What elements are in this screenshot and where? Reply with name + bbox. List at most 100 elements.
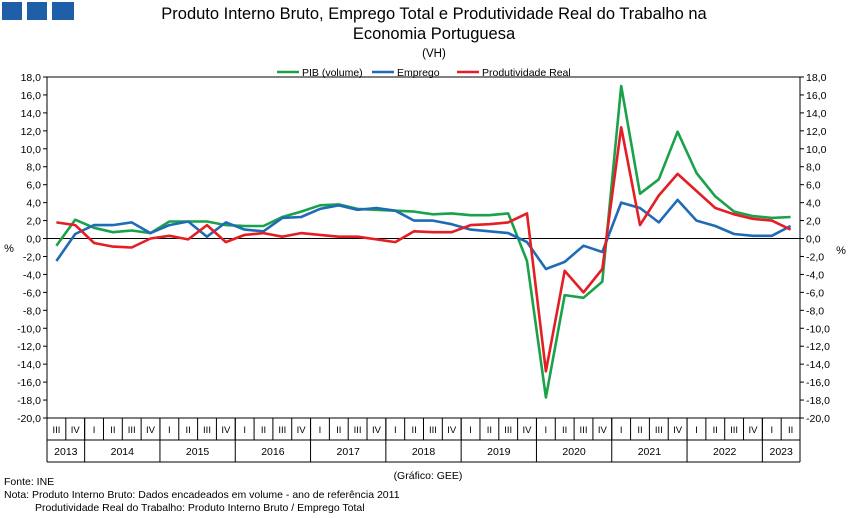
y-tick-label-left: 14,0: [21, 108, 42, 120]
year-label: 2023: [769, 446, 793, 458]
plot-border: [46, 76, 801, 419]
year-label: 2013: [54, 446, 78, 458]
y-tick-label-left: 2,0: [26, 216, 41, 228]
y-tick-label-left: 4,0: [26, 198, 41, 210]
quarter-label: II: [562, 425, 567, 436]
quarter-label: II: [336, 425, 341, 436]
y-tick-label-right: 6,0: [806, 180, 821, 192]
y-axis-label-left: %: [4, 243, 14, 255]
quarter-label: III: [730, 425, 738, 436]
quarter-label: IV: [598, 425, 608, 436]
quarter-label: I: [469, 425, 472, 436]
quarter-label: II: [261, 425, 266, 436]
y-tick-label-left: 10,0: [21, 144, 42, 156]
year-label: 2020: [562, 446, 586, 458]
quarter-label: I: [394, 425, 397, 436]
note-line1: Nota: Produto Interno Bruto: Dados encad…: [4, 489, 400, 501]
quarter-label: IV: [297, 425, 307, 436]
quarter-label: I: [770, 425, 773, 436]
quarter-label: II: [788, 425, 793, 436]
y-tick-label-left: 8,0: [26, 162, 41, 174]
source-text: Fonte: INE: [4, 476, 54, 488]
y-tick-label-right: -12,0: [806, 341, 830, 353]
y-tick-label-left: -18,0: [17, 395, 41, 407]
y-tick-label-right: 18,0: [806, 72, 827, 84]
y-tick-label-right: -6,0: [806, 287, 824, 299]
quarter-label: I: [168, 425, 171, 436]
y-tick-label-right: 16,0: [806, 90, 827, 102]
quarter-label: I: [695, 425, 698, 436]
y-tick-label-right: -18,0: [806, 395, 830, 407]
quarter-label: I: [243, 425, 246, 436]
y-tick-label-left: -20,0: [17, 413, 41, 425]
y-tick-label-right: 8,0: [806, 162, 821, 174]
quarter-label: III: [429, 425, 437, 436]
x-axis: III IV I II III IV I II III IV I II III IV I II III IV I II…: [46, 418, 801, 463]
legend-label-1: Emprego: [397, 67, 440, 79]
credit-text: (Gráfico: GEE): [394, 470, 463, 482]
quarter-label: I: [545, 425, 548, 436]
logo-square-1: [2, 2, 22, 20]
legend-label-0: PIB (volume): [302, 67, 363, 79]
quarter-label: III: [52, 425, 60, 436]
quarter-label: III: [278, 425, 286, 436]
y-tick-label-left: 0,0: [26, 234, 41, 246]
y-tick-label-right: 4,0: [806, 198, 821, 210]
series-line-2: [56, 126, 792, 373]
y-tick-label-left: -2,0: [23, 251, 41, 263]
y-tick-label-right: -4,0: [806, 269, 824, 281]
y-tick-label-left: -6,0: [23, 287, 41, 299]
series-line-1: [55, 198, 792, 271]
year-label: 2014: [111, 446, 135, 458]
quarter-label: II: [713, 425, 718, 436]
y-axis-left: -20,0 -18,0 -16,0 -14,0 -12,0 -10,0 -8,0 -6,0 -4…: [17, 72, 47, 425]
quarter-label: IV: [221, 425, 231, 436]
plot-frame: [46, 76, 801, 419]
y-tick-label-right: 2,0: [806, 216, 821, 228]
y-tick-label-right: -10,0: [806, 323, 830, 335]
quarter-label: I: [93, 425, 96, 436]
gee-logo: [2, 2, 74, 20]
quarter-label: IV: [146, 425, 156, 436]
y-tick-label-left: -16,0: [17, 377, 41, 389]
y-tick-label-right: -20,0: [806, 413, 830, 425]
quarter-label: III: [128, 425, 136, 436]
y-tick-label-right: -14,0: [806, 359, 830, 371]
y-tick-label-right: -8,0: [806, 305, 824, 317]
y-tick-label-right: 10,0: [806, 144, 827, 156]
quarter-label: II: [411, 425, 416, 436]
quarter-label: IV: [523, 425, 533, 436]
logo-square-3: [52, 2, 74, 20]
y-tick-label-left: 18,0: [21, 72, 42, 84]
chart-title-line1: Produto Interno Bruto, Emprego Total e P…: [161, 5, 707, 23]
quarter-label: II: [186, 425, 191, 436]
quarter-label: II: [110, 425, 115, 436]
y-tick-label-left: -10,0: [17, 323, 41, 335]
year-label: 2016: [261, 446, 285, 458]
year-label: 2017: [337, 446, 361, 458]
quarter-label: III: [580, 425, 588, 436]
chart-subtitle: (VH): [422, 48, 446, 60]
year-label: 2015: [186, 446, 210, 458]
chart-title-line2: Economia Portuguesa: [353, 25, 516, 43]
quarter-label: III: [504, 425, 512, 436]
year-label: 2022: [713, 446, 737, 458]
quarter-label: I: [319, 425, 322, 436]
quarter-label: IV: [748, 425, 758, 436]
series-line-0: [55, 84, 791, 399]
legend: PIB (volume) Emprego Produtividade Real: [277, 67, 571, 79]
quarter-label: IV: [447, 425, 457, 436]
y-tick-label-left: -8,0: [23, 305, 41, 317]
year-label: 2021: [638, 446, 662, 458]
quarter-label: IV: [372, 425, 382, 436]
quarter-label: III: [655, 425, 663, 436]
y-axis-right: -20,0 -18,0 -16,0 -14,0 -12,0 -10,0 -8,0 -6,0 -4…: [800, 72, 830, 425]
logo-square-2: [27, 2, 47, 20]
y-tick-label-right: 12,0: [806, 126, 827, 138]
y-axis-label-right: %: [836, 245, 846, 257]
y-tick-label-right: 0,0: [806, 234, 821, 246]
quarter-label: IV: [673, 425, 683, 436]
note-line2: Produtividade Real do Trabalho: Produto …: [35, 502, 365, 514]
y-tick-label-left: -12,0: [17, 341, 41, 353]
